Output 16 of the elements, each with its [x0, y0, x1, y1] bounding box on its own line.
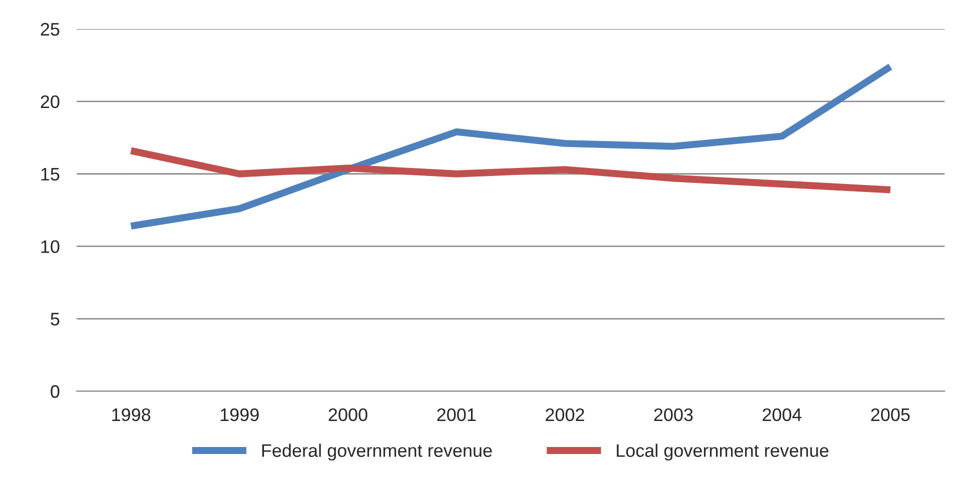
legend-label: Federal government revenue — [262, 444, 492, 461]
y-tick-label: 10 — [41, 240, 60, 254]
x-tick-label: 2003 — [654, 408, 693, 422]
y-tick-label: 0 — [50, 385, 60, 398]
x-tick-label: 2000 — [328, 408, 368, 422]
x-tick-label: 2004 — [762, 408, 802, 422]
legend-label: Local government revenue — [616, 444, 828, 461]
x-tick-label: 2001 — [437, 408, 476, 422]
x-tick-label: 2002 — [546, 408, 584, 422]
y-tick-label: 15 — [41, 168, 60, 181]
x-tick-label: 1998 — [112, 408, 150, 422]
x-tick-label: 1999 — [220, 408, 259, 422]
x-tick-label: 2005 — [871, 408, 910, 422]
y-tick-label: 5 — [50, 312, 60, 326]
y-tick-label: 25 — [40, 22, 60, 36]
y-tick-label: 20 — [40, 95, 60, 108]
